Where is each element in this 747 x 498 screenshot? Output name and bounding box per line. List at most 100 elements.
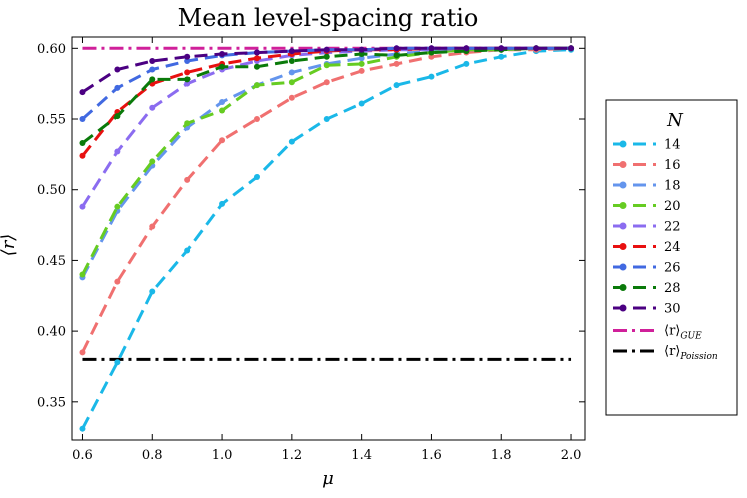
data-point-30-1.6 xyxy=(428,45,435,52)
data-point-30-1.7 xyxy=(463,45,470,52)
legend-item-30: 30 xyxy=(613,302,681,317)
data-point-30-1.3 xyxy=(323,46,330,53)
data-point-24-1.1 xyxy=(253,55,260,62)
data-point-26-0.6 xyxy=(79,116,86,123)
data-point-20-1.2 xyxy=(288,79,295,86)
legend-marker xyxy=(619,284,627,291)
legend-label: 28 xyxy=(664,281,681,296)
data-point-14-0.9 xyxy=(184,247,191,254)
legend-label: 26 xyxy=(664,261,681,276)
data-point-16-1.3 xyxy=(323,79,330,86)
x-tick-label: 2.0 xyxy=(561,448,582,463)
data-point-30-1.9 xyxy=(533,45,540,52)
legend-label: 14 xyxy=(664,138,681,153)
data-point-26-0.9 xyxy=(184,58,191,65)
x-tick-label: 0.8 xyxy=(142,448,163,463)
data-point-28-0.9 xyxy=(184,76,191,83)
legend-item-20: 20 xyxy=(613,199,681,214)
data-point-14-1.8 xyxy=(498,53,505,60)
x-tick-label: 1.0 xyxy=(212,448,233,463)
legend-item-26: 26 xyxy=(613,261,681,276)
series-14 xyxy=(79,46,575,432)
legend-label: 24 xyxy=(664,240,681,255)
data-point-14-0.7 xyxy=(114,359,121,366)
data-point-22-0.8 xyxy=(149,104,156,111)
data-point-30-0.7 xyxy=(114,66,121,73)
data-point-16-0.9 xyxy=(184,176,191,183)
data-point-28-1.3 xyxy=(323,53,330,60)
legend-title: N xyxy=(666,110,684,131)
data-point-14-1.5 xyxy=(393,82,400,89)
legend-item-28: 28 xyxy=(613,281,681,296)
x-tick-label: 1.4 xyxy=(351,448,372,463)
data-point-20-0.8 xyxy=(149,158,156,165)
legend-item-poission: ⟨r⟩Poission xyxy=(613,344,718,362)
data-point-16-1.6 xyxy=(428,53,435,60)
data-point-24-0.6 xyxy=(79,152,86,159)
data-point-16-0.8 xyxy=(149,223,156,230)
data-point-14-1.4 xyxy=(358,100,365,107)
data-point-16-0.6 xyxy=(79,349,86,356)
data-point-28-0.7 xyxy=(114,113,121,120)
data-point-20-1.4 xyxy=(358,60,365,67)
x-axis: 0.6 0.8 1.0 1.2 1.4 1.6 1.8 2.0 xyxy=(72,37,581,463)
y-tick-label: 0.55 xyxy=(37,113,66,128)
data-point-16-1.4 xyxy=(358,67,365,74)
legend-item-18: 18 xyxy=(613,179,681,194)
legend-label-subscript: Poission xyxy=(679,352,718,362)
legend-label: 20 xyxy=(664,199,681,214)
data-point-30-1.5 xyxy=(393,45,400,52)
data-point-28-0.6 xyxy=(79,140,86,147)
data-point-30-1.4 xyxy=(358,46,365,53)
plot-frame xyxy=(71,36,586,441)
legend-marker xyxy=(619,304,627,312)
data-point-20-0.6 xyxy=(79,271,86,278)
legend-item-16: 16 xyxy=(613,158,681,173)
data-point-16-0.7 xyxy=(114,278,121,285)
legend-label: 18 xyxy=(664,179,681,194)
data-point-16-1.1 xyxy=(253,116,260,123)
data-point-30-0.9 xyxy=(184,53,191,60)
data-point-28-1 xyxy=(219,63,226,70)
legend-marker xyxy=(619,161,627,168)
legend-label-subscript: GUE xyxy=(680,332,702,342)
data-point-22-0.7 xyxy=(114,148,121,155)
legend-marker xyxy=(619,140,627,148)
series-30 xyxy=(79,45,575,96)
data-point-20-1.1 xyxy=(253,82,260,89)
data-point-14-1.2 xyxy=(288,138,295,145)
plot-area xyxy=(71,36,586,441)
data-point-28-1.1 xyxy=(253,63,260,70)
legend-marker xyxy=(619,222,627,230)
data-point-14-1 xyxy=(219,200,226,207)
legend-marker xyxy=(619,243,627,250)
data-point-14-1.6 xyxy=(428,73,435,80)
y-tick-label: 0.50 xyxy=(37,183,66,198)
legend-item-22: 22 xyxy=(613,220,681,235)
data-point-16-1.5 xyxy=(393,60,400,67)
chart-title: Mean level-spacing ratio xyxy=(178,4,479,32)
data-point-22-0.9 xyxy=(184,80,191,87)
legend-label-main: ⟨r⟩ xyxy=(664,344,680,359)
legend-label-main: ⟨r⟩ xyxy=(664,324,680,339)
data-point-24-0.9 xyxy=(184,69,191,76)
data-point-20-1.3 xyxy=(323,62,330,69)
x-tick-label: 0.6 xyxy=(72,448,93,463)
legend-item-14: 14 xyxy=(613,138,681,153)
data-point-28-1.5 xyxy=(393,52,400,59)
data-point-16-1 xyxy=(219,137,226,144)
y-tick-label: 0.40 xyxy=(37,325,66,340)
data-point-18-1 xyxy=(219,99,226,106)
data-point-14-1.7 xyxy=(463,60,470,67)
legend-label: 22 xyxy=(664,220,681,235)
legend-item-24: 24 xyxy=(613,240,681,255)
legend-label: 30 xyxy=(664,302,681,317)
data-point-30-1.8 xyxy=(498,45,505,52)
data-point-20-0.7 xyxy=(114,203,121,210)
data-point-14-1.3 xyxy=(323,116,330,123)
data-point-30-1.2 xyxy=(288,48,295,55)
x-tick-label: 1.2 xyxy=(282,448,303,463)
data-point-16-1.2 xyxy=(288,94,295,101)
x-tick-label: 1.8 xyxy=(491,448,512,463)
